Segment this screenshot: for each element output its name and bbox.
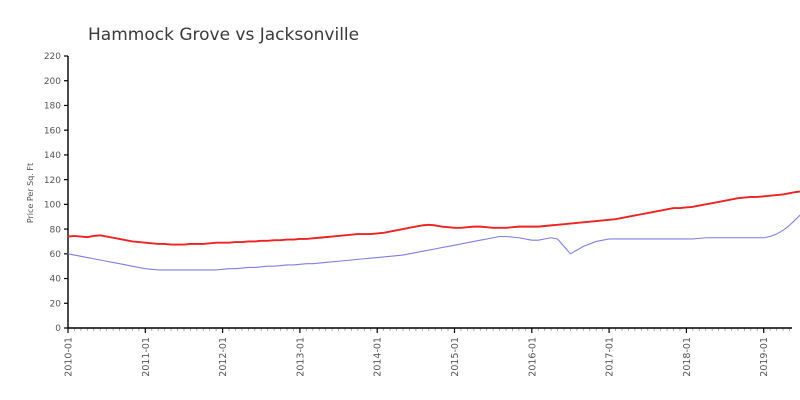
- y-tick-label: 200: [44, 77, 61, 87]
- x-tick-label: 2019-01: [759, 337, 770, 377]
- x-tick-label: 2016-01: [527, 337, 538, 377]
- y-tick-label: 60: [50, 250, 62, 260]
- x-tick-label: 2013-01: [295, 337, 306, 377]
- series-line-jacksonville: [67, 190, 800, 246]
- y-tick-label: 0: [55, 324, 61, 334]
- y-tick-label: 180: [44, 102, 61, 112]
- series-line-hammock-grove: [67, 214, 800, 271]
- x-tick-label: 2014-01: [373, 337, 384, 377]
- y-tick-label: 40: [50, 275, 62, 285]
- y-tick-label: 160: [44, 126, 61, 136]
- x-tick-label: 2015-01: [450, 337, 461, 377]
- chart-title: Hammock Grove vs Jacksonville: [88, 25, 359, 45]
- y-axis-label: Price Per Sq. Ft: [26, 163, 35, 223]
- y-tick-label: 120: [44, 176, 61, 186]
- y-tick-label: 220: [44, 52, 61, 62]
- y-axis: 0 20 40 60 80 100 120 140 160 180 200 220: [44, 52, 68, 334]
- y-tick-label: 100: [44, 201, 61, 211]
- y-tick-label: 20: [50, 299, 62, 309]
- y-tick-label: 80: [50, 225, 62, 235]
- x-tick-label: 2017-01: [605, 337, 616, 377]
- x-tick-label: 2011-01: [141, 337, 152, 377]
- x-axis: 2010-01 2011-01 2012-01 2013-01 2014-01 2015-…: [64, 328, 790, 377]
- series-layer: [67, 190, 800, 271]
- x-tick-label: 2012-01: [218, 337, 229, 377]
- y-tick-label: 140: [44, 151, 61, 161]
- x-tick-label: 2010-01: [64, 337, 75, 377]
- x-tick-label: 2018-01: [682, 337, 693, 377]
